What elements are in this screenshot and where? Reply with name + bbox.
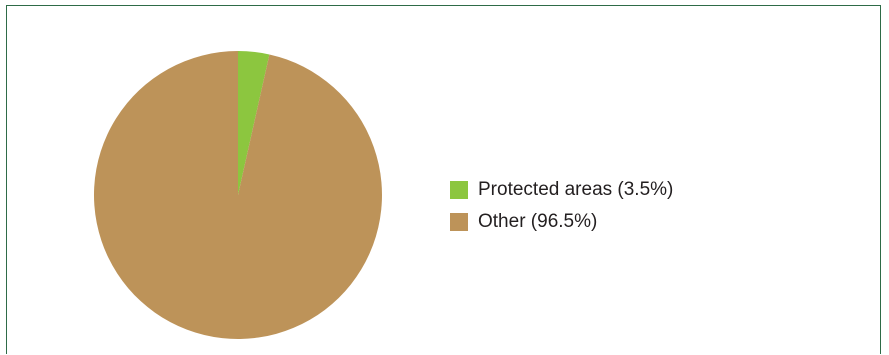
legend-swatch-protected-areas [450,181,468,199]
legend-label-protected-areas: Protected areas (3.5%) [478,179,674,200]
legend-item-protected-areas: Protected areas (3.5%) [450,174,673,206]
legend-item-other: Other (96.5%) [450,206,673,238]
legend: Protected areas (3.5%) Other (96.5%) [450,174,673,238]
pie-slice-other [93,50,382,340]
pie-slice-protected-areas [238,51,270,195]
legend-swatch-other [450,213,468,231]
pie-chart [93,50,382,340]
chart-frame: Protected areas (3.5%) Other (96.5%) [6,5,881,354]
legend-label-other: Other (96.5%) [478,211,598,232]
